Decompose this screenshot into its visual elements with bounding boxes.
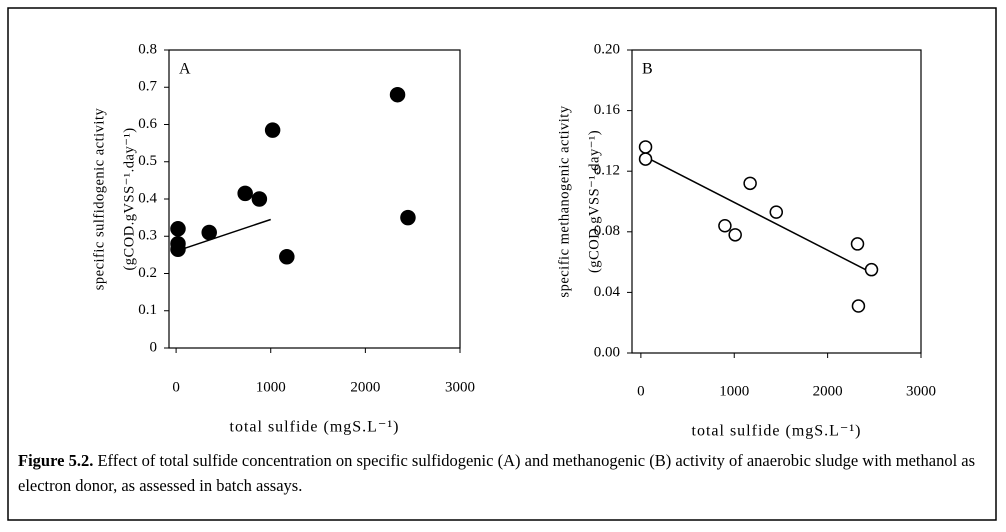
data-point [718, 218, 732, 233]
y-tick-label: 0.12 [594, 163, 620, 179]
x-tick-label: 2000 [350, 379, 380, 395]
data-point [743, 176, 757, 191]
y-tick-label: 0.08 [594, 223, 620, 239]
data-point [237, 185, 253, 202]
panel-label: B [642, 61, 653, 78]
x-tick-label: 0 [637, 383, 645, 399]
y-axis-label: (gCOD.gVSS⁻¹.day⁻¹) [121, 127, 137, 270]
x-tick-label: 1000 [719, 383, 749, 399]
caption-text: Effect of total sulfide concentration on… [18, 451, 976, 495]
x-tick-label: 3000 [906, 383, 936, 399]
y-tick-label: 0.7 [138, 79, 157, 95]
x-tick-label: 0 [172, 379, 180, 395]
y-tick-label: 0.1 [138, 302, 157, 318]
x-tick-label: 1000 [256, 379, 286, 395]
trendline [175, 218, 271, 252]
x-axis-label: total sulfide (mgS.L⁻¹) [230, 419, 400, 436]
y-tick-label: 0.3 [138, 228, 157, 244]
y-tick-label: 0.6 [138, 116, 157, 132]
data-point [769, 205, 784, 219]
data-point [170, 221, 186, 237]
data-point [638, 152, 653, 166]
y-tick-label: 0.16 [594, 102, 621, 118]
data-point [279, 248, 295, 265]
y-tick-label: 0.20 [594, 41, 620, 57]
x-axis-label: total sulfide (mgS.L⁻¹) [692, 423, 862, 440]
y-tick-label: 0.8 [138, 41, 157, 57]
y-tick-label: 0.00 [594, 344, 620, 360]
data-point [864, 262, 879, 277]
y-tick-label: 0 [150, 339, 158, 355]
data-point [170, 241, 186, 258]
x-tick-label: 3000 [445, 379, 475, 395]
y-tick-label: 0.5 [138, 153, 157, 169]
panel-label: A [179, 61, 191, 78]
trendline [640, 153, 872, 274]
data-point [638, 140, 653, 154]
data-point [400, 209, 416, 226]
data-point [851, 299, 866, 313]
y-tick-label: 0.04 [594, 284, 621, 300]
y-tick-label: 0.4 [138, 190, 157, 206]
x-tick-label: 2000 [813, 383, 843, 399]
data-point [850, 237, 865, 251]
data-point [251, 191, 268, 207]
data-point [264, 122, 281, 138]
data-point [728, 228, 742, 242]
data-point [389, 86, 406, 103]
caption: Figure 5.2. Effect of total sulfide conc… [18, 448, 978, 498]
plot-area [631, 49, 922, 354]
caption-label: Figure 5.2. [18, 451, 94, 470]
y-tick-label: 0.2 [138, 265, 157, 281]
y-axis-label: (gCOD.gVSS⁻¹.day⁻¹) [586, 130, 602, 273]
data-point [201, 224, 217, 241]
y-axis-label: specific methanogenic activity [556, 105, 572, 297]
y-axis-label: specific sulfidogenic activity [91, 108, 107, 291]
frame [7, 7, 997, 521]
plot-area [168, 49, 461, 349]
